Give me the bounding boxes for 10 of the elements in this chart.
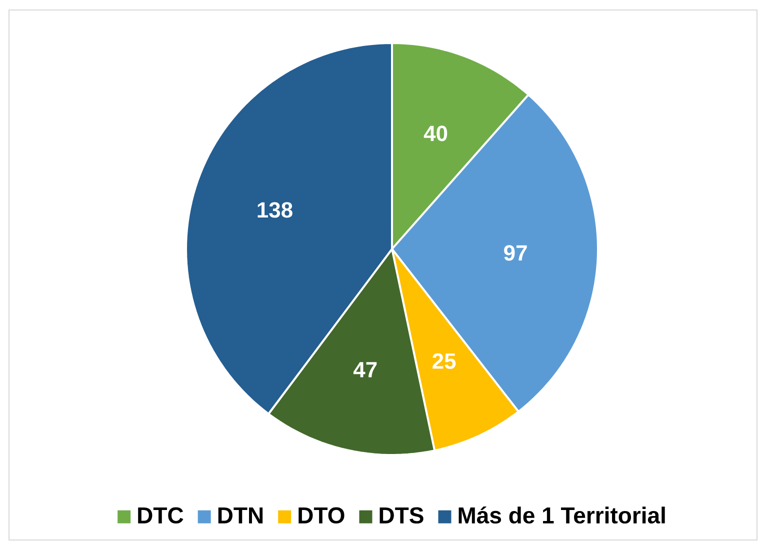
- legend-label: DTO: [298, 507, 344, 524]
- data-label: 25: [432, 353, 456, 369]
- legend-label: DTS: [380, 507, 424, 524]
- data-label: 97: [504, 245, 527, 261]
- data-label: 47: [353, 362, 377, 378]
- legend-label: DTC: [138, 507, 184, 524]
- legend-label: Más de 1 Territorial: [458, 506, 665, 524]
- data-label: 40: [424, 126, 448, 142]
- data-label: 138: [258, 202, 292, 218]
- legend-label: DTN: [218, 507, 263, 524]
